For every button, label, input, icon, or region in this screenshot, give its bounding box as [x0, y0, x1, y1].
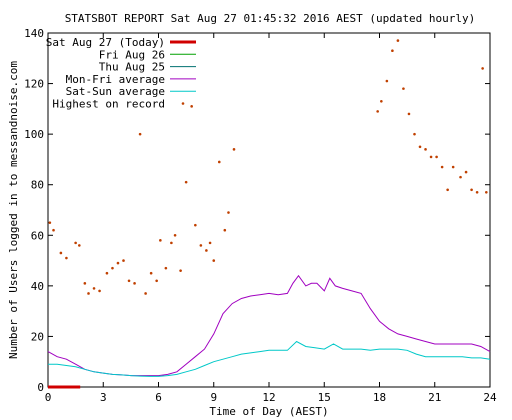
y-axis-label: Number of Users logged in to messandnois… — [7, 61, 20, 359]
data-point-highest — [127, 279, 131, 283]
data-point-highest — [98, 289, 101, 293]
legend-label: Highest on record — [52, 98, 165, 111]
x-tick-label: 21 — [428, 391, 441, 404]
series-line-mon-fri-average — [47, 274, 491, 377]
data-point-highest — [190, 105, 193, 108]
y-tick-label: 20 — [31, 330, 44, 343]
chart-title: STATSBOT REPORT Sat Aug 27 01:45:32 2016… — [65, 12, 476, 25]
y-tick-label: 140 — [24, 27, 44, 40]
data-point-highest — [78, 244, 81, 247]
data-point-highest — [170, 241, 173, 245]
y-tick-label: 0 — [37, 381, 44, 394]
data-point-highest — [446, 188, 449, 192]
data-point-highest — [159, 239, 162, 242]
data-point-highest — [396, 39, 400, 42]
x-tick-label: 6 — [155, 391, 162, 404]
y-tick-label: 80 — [31, 179, 44, 192]
data-point-highest — [48, 221, 52, 224]
data-point-highest — [217, 160, 221, 164]
data-point-highest — [116, 261, 120, 265]
x-tick-label: 12 — [262, 391, 275, 404]
data-point-highest — [205, 249, 208, 252]
x-tick-label: 0 — [45, 391, 52, 404]
legend-label: Sat-Sun average — [66, 85, 165, 98]
data-point-highest — [475, 191, 479, 194]
data-point-highest — [391, 49, 394, 52]
y-tick-label: 40 — [31, 280, 44, 293]
legend-label: Fri Aug 26 — [99, 48, 165, 61]
data-point-highest — [402, 87, 405, 90]
x-tick-label: 15 — [318, 391, 331, 404]
x-tick-label: 24 — [483, 391, 497, 404]
data-point-highest — [424, 148, 427, 151]
data-point-highest — [52, 228, 55, 232]
data-point-highest — [105, 271, 109, 275]
data-point-highest — [418, 145, 422, 149]
x-tick-label: 18 — [373, 391, 386, 404]
data-point-highest — [459, 175, 462, 179]
data-point-highest — [133, 282, 136, 285]
data-point-highest — [440, 165, 444, 169]
legend-label: Thu Aug 25 — [99, 61, 165, 74]
data-point-highest — [208, 241, 212, 245]
data-point-highest — [376, 110, 379, 113]
data-point-highest — [74, 241, 77, 245]
data-point-highest — [194, 223, 197, 227]
data-point-highest — [429, 155, 433, 159]
legend-swatch — [181, 102, 185, 105]
series-line-sat-sun-average — [48, 340, 491, 377]
data-point-highest — [407, 112, 411, 116]
data-point-highest — [470, 188, 473, 192]
data-point-highest — [173, 233, 177, 237]
y-tick-label: 60 — [31, 229, 44, 242]
data-point-highest — [65, 256, 68, 260]
data-point-highest — [155, 279, 158, 283]
x-axis-label: Time of Day (AEST) — [209, 405, 328, 418]
data-point-highest — [227, 211, 230, 214]
data-point-highest — [199, 244, 203, 247]
data-point-highest — [380, 99, 383, 103]
data-point-highest — [59, 251, 63, 255]
data-point-highest — [144, 292, 147, 295]
legend-label: Mon-Fri average — [66, 73, 165, 86]
x-tick-label: 3 — [100, 391, 107, 404]
data-point-highest — [138, 132, 142, 136]
data-point-highest — [184, 180, 188, 184]
data-point-highest — [83, 282, 87, 285]
data-point-highest — [179, 269, 182, 272]
data-point-highest — [481, 67, 484, 70]
data-point-highest — [485, 191, 488, 194]
data-point-highest — [212, 259, 216, 262]
legend-label: Sat Aug 27 (Today) — [46, 36, 165, 49]
data-point-highest — [164, 266, 168, 270]
data-point-highest — [149, 271, 153, 275]
data-point-highest — [464, 170, 468, 174]
data-point-highest — [451, 165, 455, 169]
axes: 0 3 6 9 12 15 18 21 24 0 20 40 60 80 100 120 140 — [24, 27, 497, 404]
y-tick-label: 100 — [24, 128, 44, 141]
data-point-highest — [413, 132, 416, 136]
y-tick-label: 120 — [24, 78, 44, 91]
data-point-highest — [223, 228, 227, 232]
x-tick-label: 9 — [210, 391, 217, 404]
data-point-highest — [232, 148, 236, 151]
data-point-highest — [92, 287, 96, 290]
data-point-highest — [111, 266, 114, 270]
data-point-highest — [435, 155, 438, 159]
series-layer — [47, 39, 491, 389]
data-point-highest — [87, 292, 90, 295]
data-point-highest — [122, 259, 125, 262]
data-point-highest — [385, 79, 389, 83]
